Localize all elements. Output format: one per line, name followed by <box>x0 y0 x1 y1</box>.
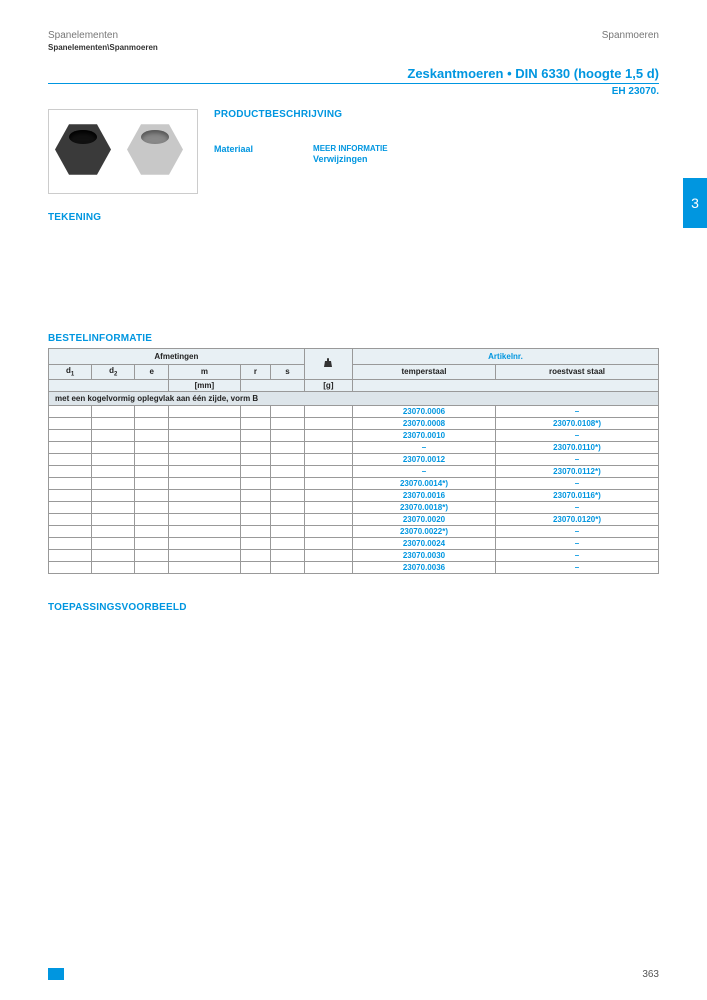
table-group-label: met een kogelvormig oplegvlak aan één zi… <box>49 391 659 405</box>
partno-temper[interactable]: 23070.0012 <box>352 453 495 465</box>
nut-dark-icon <box>55 122 111 178</box>
page-ref: EH 23070. <box>48 86 659 97</box>
header-left: Spanelementen <box>48 30 118 41</box>
table-row: 23070.0018*)– <box>49 501 659 513</box>
colgroup-artikelnr: Artikelnr. <box>352 349 658 365</box>
partno-temper[interactable]: 23070.0024 <box>352 537 495 549</box>
partno-rvs[interactable]: 23070.0116*) <box>495 489 658 501</box>
label-verwijzingen: Verwijzingen <box>313 154 388 164</box>
label-more-info: MEER INFORMATIE <box>313 144 388 153</box>
partno-rvs[interactable]: 23070.0120*) <box>495 513 658 525</box>
partno-rvs[interactable]: – <box>495 429 658 441</box>
partno-rvs[interactable]: 23070.0110*) <box>495 441 658 453</box>
page-number: 363 <box>642 969 659 980</box>
label-material: Materiaal <box>214 144 253 164</box>
table-row: 23070.0030– <box>49 549 659 561</box>
section-drawing: TEKENING <box>48 212 659 223</box>
col-r: r <box>240 365 270 380</box>
partno-rvs[interactable]: – <box>495 525 658 537</box>
col-rvs: roestvast staal <box>495 365 658 380</box>
partno-temper[interactable]: 23070.0018*) <box>352 501 495 513</box>
partno-rvs[interactable]: 23070.0112*) <box>495 465 658 477</box>
col-d2: d2 <box>92 365 135 380</box>
table-row: 23070.0036– <box>49 561 659 573</box>
partno-rvs[interactable]: 23070.0108*) <box>495 417 658 429</box>
section-order: BESTELINFORMATIE <box>48 333 659 344</box>
table-row: –23070.0110*) <box>49 441 659 453</box>
table-row: 23070.000823070.0108*) <box>49 417 659 429</box>
product-image <box>48 109 198 194</box>
col-temper: temperstaal <box>352 365 495 380</box>
partno-rvs[interactable]: – <box>495 477 658 489</box>
partno-temper[interactable]: 23070.0020 <box>352 513 495 525</box>
partno-rvs[interactable]: – <box>495 537 658 549</box>
col-d1: d1 <box>49 365 92 380</box>
partno-temper[interactable]: 23070.0036 <box>352 561 495 573</box>
partno-temper[interactable]: 23070.0030 <box>352 549 495 561</box>
partno-temper[interactable]: 23070.0016 <box>352 489 495 501</box>
section-product-desc: PRODUCTBESCHRIJVING <box>214 109 659 120</box>
partno-rvs[interactable]: – <box>495 405 658 417</box>
partno-temper[interactable]: 23070.0010 <box>352 429 495 441</box>
table-row: 23070.0022*)– <box>49 525 659 537</box>
partno-temper[interactable]: 23070.0022*) <box>352 525 495 537</box>
colgroup-afmetingen: Afmetingen <box>49 349 305 365</box>
col-m: m <box>169 365 241 380</box>
header-right: Spanmoeren <box>602 30 659 41</box>
partno-temper[interactable]: – <box>352 441 495 453</box>
unit-mm: [mm] <box>169 379 241 391</box>
table-row: 23070.001623070.0116*) <box>49 489 659 501</box>
table-row: 23070.0012– <box>49 453 659 465</box>
partno-temper[interactable]: 23070.0008 <box>352 417 495 429</box>
partno-rvs[interactable]: – <box>495 501 658 513</box>
col-weight-icon <box>304 349 352 380</box>
col-e: e <box>135 365 169 380</box>
table-row: 23070.0006– <box>49 405 659 417</box>
table-row: 23070.002023070.0120*) <box>49 513 659 525</box>
partno-rvs[interactable]: – <box>495 561 658 573</box>
chapter-tab: 3 <box>683 178 707 228</box>
footer-icon <box>48 968 64 980</box>
unit-g: [g] <box>304 379 352 391</box>
nut-light-icon <box>127 122 183 178</box>
table-row: 23070.0014*)– <box>49 477 659 489</box>
order-table: Afmetingen Artikelnr. d1 d2 e m r s temp… <box>48 348 659 574</box>
table-row: 23070.0024– <box>49 537 659 549</box>
col-s: s <box>271 365 305 380</box>
table-row: 23070.0010– <box>49 429 659 441</box>
partno-rvs[interactable]: – <box>495 549 658 561</box>
partno-temper[interactable]: – <box>352 465 495 477</box>
partno-temper[interactable]: 23070.0006 <box>352 405 495 417</box>
partno-rvs[interactable]: – <box>495 453 658 465</box>
section-application: TOEPASSINGSVOORBEELD <box>48 602 659 613</box>
table-row: –23070.0112*) <box>49 465 659 477</box>
breadcrumb: Spanelementen\Spanmoeren <box>48 43 659 52</box>
page-title: Zeskantmoeren • DIN 6330 (hoogte 1,5 d) <box>48 66 659 84</box>
partno-temper[interactable]: 23070.0014*) <box>352 477 495 489</box>
